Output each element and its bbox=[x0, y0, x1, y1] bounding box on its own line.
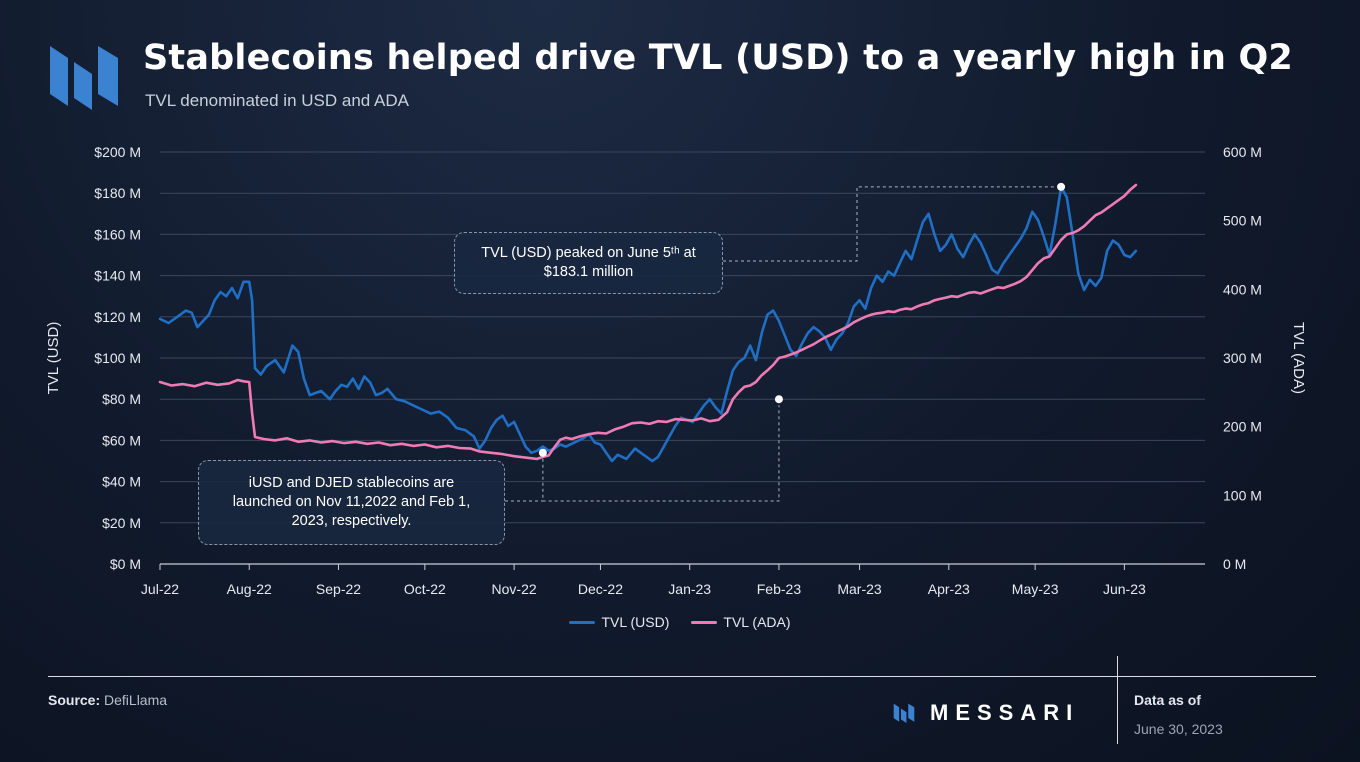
launch-annotation-line3: 2023, respectively. bbox=[291, 513, 412, 529]
annotation-marker-2 bbox=[774, 395, 783, 404]
launch-annotation-line2: launched on Nov 11,2022 and Feb 1, bbox=[232, 494, 471, 510]
y-left-tick-label: $0 M bbox=[110, 556, 141, 572]
source-note: Source: DefiLlama bbox=[48, 692, 167, 708]
peak-annotation-line1: TVL (USD) peaked on June 5ᵗʰ at bbox=[481, 245, 696, 261]
x-tick-label: Mar-23 bbox=[837, 581, 882, 597]
x-tick-label: Aug-22 bbox=[227, 581, 272, 597]
series-line-tvl-ada bbox=[158, 183, 1138, 461]
y-right-tick-label: 200 M bbox=[1223, 419, 1262, 435]
data-as-of-date: June 30, 2023 bbox=[1134, 721, 1223, 737]
x-tick-label: Jan-23 bbox=[668, 581, 711, 597]
y-right-tick-label: 100 M bbox=[1223, 487, 1262, 503]
x-tick-label: Jun-23 bbox=[1103, 581, 1146, 597]
peak-leader-line bbox=[723, 186, 1057, 262]
x-tick-label: May-23 bbox=[1012, 581, 1059, 597]
y-left-tick-label: $80 M bbox=[102, 391, 141, 407]
source-value: DefiLlama bbox=[104, 692, 168, 708]
legend-label-usd: TVL (USD) bbox=[601, 614, 670, 630]
messari-logo-icon bbox=[50, 46, 118, 110]
y-right-axis-title: TVL (ADA) bbox=[1290, 322, 1307, 394]
legend-item-ada: TVL (ADA) bbox=[691, 614, 791, 630]
x-tick-label: Jul-22 bbox=[141, 581, 179, 597]
x-tick-label: Oct-22 bbox=[404, 581, 446, 597]
legend-swatch-ada bbox=[691, 620, 718, 624]
y-right-tick-label: 400 M bbox=[1223, 281, 1262, 297]
y-right-tick-label: 500 M bbox=[1223, 213, 1262, 229]
footer-divider bbox=[48, 676, 1316, 677]
y-left-axis-title: TVL (USD) bbox=[45, 322, 62, 395]
chart-title: Stablecoins helped drive TVL (USD) to a … bbox=[143, 38, 1293, 78]
chart-legend: TVL (USD) TVL (ADA) bbox=[0, 614, 1360, 630]
y-right-tick-label: 0 M bbox=[1223, 556, 1246, 572]
x-tick-label: Apr-23 bbox=[928, 581, 970, 597]
messari-wordmark: MESSARI bbox=[930, 700, 1080, 725]
y-left-tick-label: $200 M bbox=[94, 144, 141, 160]
y-right-tick-label: 600 M bbox=[1223, 144, 1262, 160]
y-left-tick-label: $120 M bbox=[94, 309, 141, 325]
legend-item-usd: TVL (USD) bbox=[569, 614, 669, 630]
y-left-tick-label: $40 M bbox=[102, 474, 141, 490]
messari-brand: MESSARI bbox=[892, 700, 1079, 726]
x-tick-label: Nov-22 bbox=[492, 581, 537, 597]
y-left-tick-label: $100 M bbox=[94, 350, 141, 366]
launch-annotation-line1: iUSD and DJED stablecoins are bbox=[248, 475, 455, 491]
annotation-marker-3 bbox=[1057, 182, 1066, 191]
source-label: Source: bbox=[48, 692, 101, 708]
series-line-tvl-usd bbox=[158, 185, 1138, 463]
messari-brand-icon bbox=[893, 703, 915, 723]
peak-annotation: TVL (USD) peaked on June 5ᵗʰ at $183.1 m… bbox=[454, 232, 723, 294]
x-tick-label: Dec-22 bbox=[578, 581, 623, 597]
launch-annotation: iUSD and DJED stablecoins are launched o… bbox=[198, 460, 505, 545]
legend-swatch-usd bbox=[569, 620, 596, 624]
footer-vertical-divider bbox=[1117, 656, 1118, 744]
legend-label-ada: TVL (ADA) bbox=[723, 614, 791, 630]
y-right-tick-label: 300 M bbox=[1223, 350, 1262, 366]
peak-annotation-line2: $183.1 million bbox=[543, 264, 634, 280]
launch-leader-line bbox=[542, 405, 780, 502]
data-as-of-label: Data as of bbox=[1134, 692, 1201, 708]
chart-subtitle: TVL denominated in USD and ADA bbox=[145, 91, 409, 110]
x-tick-label: Feb-23 bbox=[757, 581, 802, 597]
annotation-marker-1 bbox=[538, 448, 547, 457]
x-tick-label: Sep-22 bbox=[316, 581, 361, 597]
y-left-tick-label: $140 M bbox=[94, 268, 141, 284]
y-left-tick-label: $160 M bbox=[94, 226, 141, 242]
y-left-tick-label: $60 M bbox=[102, 432, 141, 448]
y-left-tick-label: $180 M bbox=[94, 185, 141, 201]
y-left-tick-label: $20 M bbox=[102, 515, 141, 531]
